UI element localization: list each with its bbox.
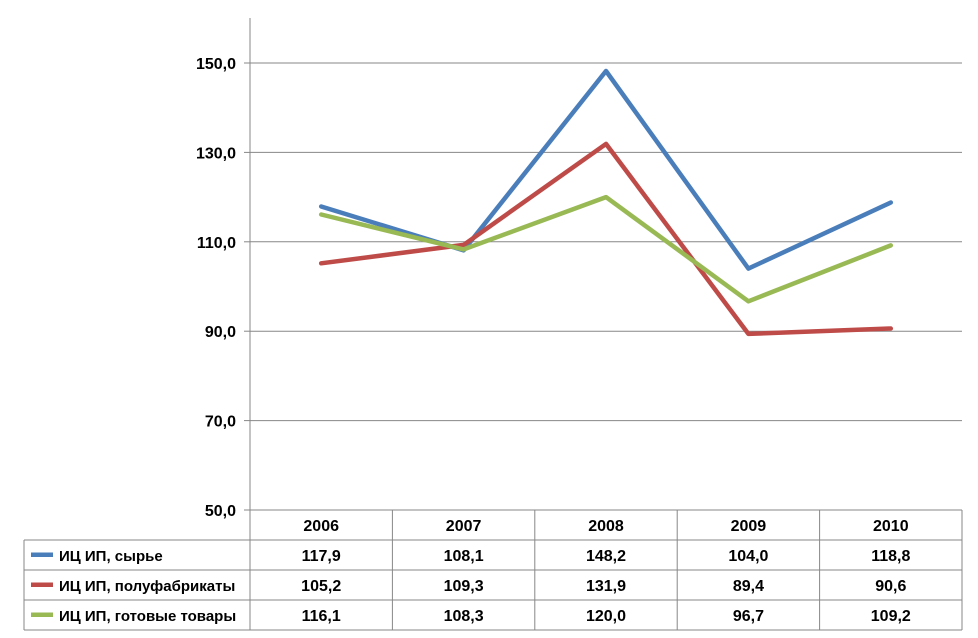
data-label: 108,3 (444, 608, 484, 625)
y-tick-label: 70,0 (205, 414, 236, 431)
series-line-1 (318, 68, 894, 271)
legend-label-3: ИЦ ИП, готовые товары (59, 608, 236, 625)
y-tick-label: 130,0 (196, 145, 236, 162)
y-tick-label: 50,0 (205, 503, 236, 520)
data-label: 131,9 (586, 578, 626, 595)
series-line-3 (318, 194, 894, 304)
x-category-label: 2007 (446, 518, 482, 535)
data-table: 2006 2007 2008 2009 2010 ИЦ ИП, сырье 117,9 108… (23, 509, 963, 631)
data-label: 109,2 (871, 608, 911, 625)
data-label: 104,0 (728, 548, 768, 565)
data-label: 90,6 (875, 578, 906, 595)
y-tick-label: 150,0 (196, 56, 236, 73)
x-category-label: 2009 (731, 518, 767, 535)
y-tick-label: 110,0 (197, 235, 236, 252)
data-label: 118,8 (871, 548, 910, 565)
data-label: 117,9 (302, 548, 341, 565)
data-label: 109,3 (444, 578, 484, 595)
y-axis: 50,0 70,0 90,0 110,0 130,0 150,0 (196, 18, 251, 630)
data-label: 96,7 (733, 608, 764, 625)
x-category-label: 2008 (588, 518, 624, 535)
y-tick-label: 90,0 (205, 324, 236, 341)
series-lines (318, 68, 894, 337)
gridlines (250, 62, 962, 422)
data-label: 120,0 (586, 608, 626, 625)
x-category-label: 2006 (303, 518, 339, 535)
legend-label-2: ИЦ ИП, полуфабрикаты (59, 578, 235, 595)
data-label: 105,2 (301, 578, 341, 595)
data-label: 108,1 (444, 548, 484, 565)
data-label: 89,4 (733, 578, 764, 595)
legend-label-1: ИЦ ИП, сырье (59, 548, 163, 565)
data-label: 116,1 (302, 608, 341, 625)
series-line-2 (318, 141, 894, 337)
data-label: 148,2 (586, 548, 626, 565)
x-category-label: 2010 (873, 518, 909, 535)
